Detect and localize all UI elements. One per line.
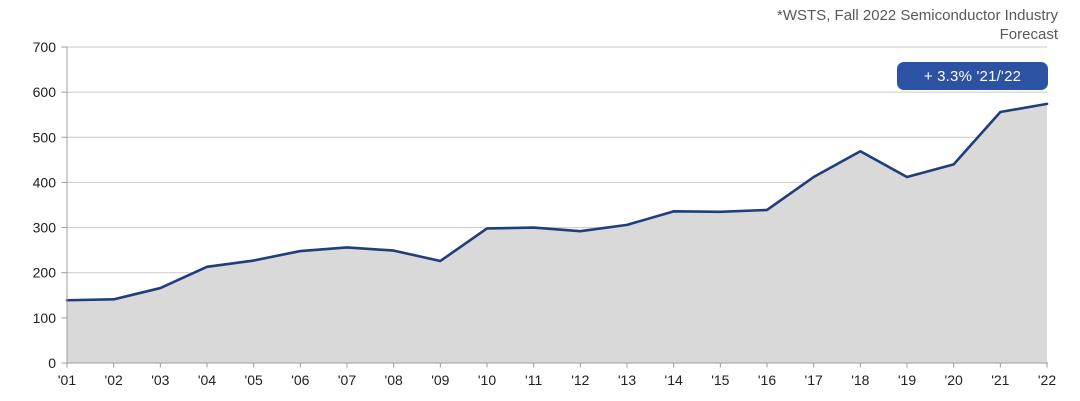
y-tick-label: 500 bbox=[33, 129, 57, 145]
x-tick-label: '12 bbox=[571, 372, 589, 388]
x-tick-label: '14 bbox=[665, 372, 683, 388]
x-tick-label: '21 bbox=[991, 372, 1009, 388]
growth-badge: + 3.3% '21/'22 bbox=[897, 62, 1048, 90]
x-tick-label: '06 bbox=[291, 372, 309, 388]
y-tick-label: 0 bbox=[48, 355, 56, 371]
x-tick-label: '02 bbox=[105, 372, 123, 388]
source-caption-line2: Forecast bbox=[999, 26, 1058, 43]
y-tick-label: 100 bbox=[33, 310, 57, 326]
x-tick-label: '16 bbox=[758, 372, 776, 388]
x-tick-label: '17 bbox=[805, 372, 823, 388]
x-tick-label: '11 bbox=[525, 372, 542, 388]
data-line bbox=[65, 102, 1049, 302]
x-tick-label: '04 bbox=[198, 372, 216, 388]
x-tick-label: '01 bbox=[58, 372, 76, 388]
x-tick-label: '13 bbox=[618, 372, 636, 388]
source-caption-line1: *WSTS, Fall 2022 Semiconductor Industry bbox=[777, 7, 1058, 24]
x-tick-label: '15 bbox=[711, 372, 729, 388]
x-tick-label: '20 bbox=[945, 372, 963, 388]
x-tick-label: '05 bbox=[245, 372, 263, 388]
x-tick-label: '07 bbox=[338, 372, 356, 388]
x-tick-label: '10 bbox=[478, 372, 496, 388]
x-tick-label: '18 bbox=[851, 372, 869, 388]
x-tick-label: '08 bbox=[385, 372, 403, 388]
x-tick-label: '19 bbox=[898, 372, 916, 388]
y-tick-label: 200 bbox=[33, 265, 57, 281]
x-tick-label: '22 bbox=[1038, 372, 1056, 388]
y-tick-label: 400 bbox=[33, 174, 57, 190]
y-tick-label: 600 bbox=[33, 84, 57, 100]
x-tick-label: '03 bbox=[151, 372, 169, 388]
y-tick-label: 300 bbox=[33, 220, 57, 236]
area-fill bbox=[67, 103, 1047, 363]
source-caption: *WSTS, Fall 2022 Semiconductor Industry … bbox=[777, 6, 1058, 44]
x-tick-label: '09 bbox=[431, 372, 449, 388]
y-tick-label: 700 bbox=[33, 39, 57, 55]
